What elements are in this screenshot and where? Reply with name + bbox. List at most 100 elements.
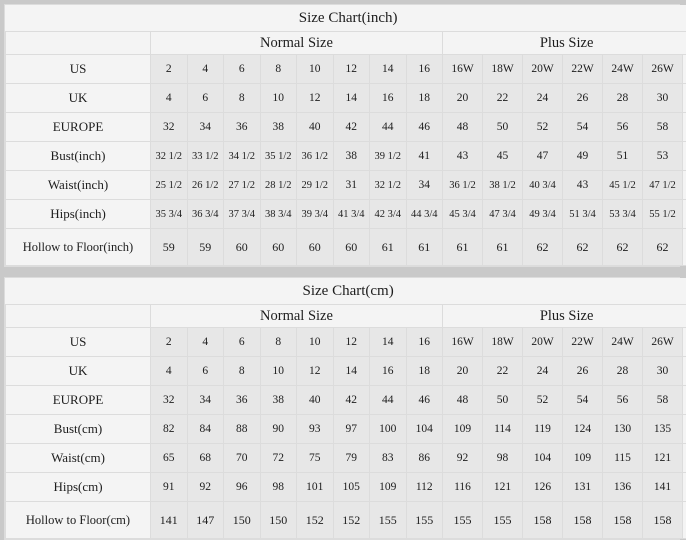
data-cell: 72 xyxy=(260,444,297,473)
data-cell: 121 xyxy=(483,473,523,502)
data-cell: 68 xyxy=(187,444,224,473)
data-cell: 141 xyxy=(151,502,188,539)
data-cell: 4 xyxy=(187,55,224,84)
data-cell: 52 xyxy=(523,386,563,415)
data-cell: 32 1/2 xyxy=(151,142,188,171)
data-cell: 104 xyxy=(406,415,443,444)
data-cell: 152 xyxy=(297,502,334,539)
row-label: Waist(inch) xyxy=(6,171,151,200)
data-cell: 42 3/4 xyxy=(370,200,407,229)
data-cell: 44 xyxy=(370,113,407,142)
data-cell: 60 xyxy=(297,229,334,266)
data-cell: 27 1/2 xyxy=(224,171,261,200)
data-cell: 150 xyxy=(224,502,261,539)
data-cell: 6 xyxy=(224,55,261,84)
data-cell: 116 xyxy=(443,473,483,502)
data-cell: 36 1/2 xyxy=(443,171,483,200)
row-label: EUROPE xyxy=(6,386,151,415)
data-cell: 16 xyxy=(370,84,407,113)
data-cell: 109 xyxy=(370,473,407,502)
data-cell: 58 xyxy=(643,386,683,415)
data-cell: 141 xyxy=(643,473,683,502)
row-filler xyxy=(683,473,686,502)
data-cell: 16W xyxy=(443,328,483,357)
data-cell: 56 xyxy=(603,113,643,142)
data-cell: 109 xyxy=(443,415,483,444)
data-cell: 20 xyxy=(443,84,483,113)
data-cell: 4 xyxy=(151,84,188,113)
data-cell: 8 xyxy=(260,328,297,357)
data-cell: 70 xyxy=(224,444,261,473)
data-cell: 6 xyxy=(224,328,261,357)
row-label: EUROPE xyxy=(6,113,151,142)
data-cell: 59 xyxy=(187,229,224,266)
data-cell: 62 xyxy=(603,229,643,266)
data-cell: 62 xyxy=(523,229,563,266)
data-cell: 38 xyxy=(333,142,370,171)
data-cell: 18W xyxy=(483,55,523,84)
chart-title: Size Chart(inch) xyxy=(6,5,686,32)
data-cell: 42 xyxy=(333,113,370,142)
data-cell: 28 xyxy=(603,84,643,113)
data-cell: 44 xyxy=(370,386,407,415)
data-cell: 131 xyxy=(563,473,603,502)
data-cell: 20 xyxy=(443,357,483,386)
data-cell: 105 xyxy=(333,473,370,502)
data-cell: 61 xyxy=(483,229,523,266)
data-cell: 92 xyxy=(187,473,224,502)
data-cell: 14 xyxy=(370,328,407,357)
data-cell: 12 xyxy=(333,328,370,357)
row-label: Bust(cm) xyxy=(6,415,151,444)
data-cell: 14 xyxy=(333,84,370,113)
data-cell: 98 xyxy=(483,444,523,473)
data-cell: 2 xyxy=(151,55,188,84)
data-cell: 98 xyxy=(260,473,297,502)
data-cell: 26 xyxy=(563,357,603,386)
row-filler xyxy=(683,328,686,357)
row-filler xyxy=(683,200,686,229)
data-cell: 56 xyxy=(603,386,643,415)
data-cell: 54 xyxy=(563,113,603,142)
data-cell: 26W xyxy=(643,328,683,357)
data-cell: 36 xyxy=(224,113,261,142)
data-cell: 38 3/4 xyxy=(260,200,297,229)
data-cell: 25 1/2 xyxy=(151,171,188,200)
data-cell: 75 xyxy=(297,444,334,473)
data-cell: 114 xyxy=(483,415,523,444)
data-cell: 10 xyxy=(260,357,297,386)
group-header-normal-size: Normal Size xyxy=(151,32,443,55)
data-cell: 14 xyxy=(333,357,370,386)
data-cell: 24 xyxy=(523,357,563,386)
data-cell: 36 xyxy=(224,386,261,415)
data-cell: 104 xyxy=(523,444,563,473)
data-cell: 4 xyxy=(151,357,188,386)
data-cell: 93 xyxy=(297,415,334,444)
data-cell: 155 xyxy=(443,502,483,539)
data-cell: 16 xyxy=(370,357,407,386)
data-cell: 36 3/4 xyxy=(187,200,224,229)
data-cell: 101 xyxy=(297,473,334,502)
group-header-corner xyxy=(6,305,151,328)
data-cell: 82 xyxy=(151,415,188,444)
data-cell: 49 xyxy=(563,142,603,171)
data-cell: 51 xyxy=(603,142,643,171)
data-cell: 38 xyxy=(260,113,297,142)
row-label: US xyxy=(6,328,151,357)
data-cell: 92 xyxy=(443,444,483,473)
row-filler xyxy=(683,444,686,473)
group-header-plus-size: Plus Size xyxy=(443,32,686,55)
data-cell: 61 xyxy=(370,229,407,266)
data-cell: 10 xyxy=(260,84,297,113)
data-cell: 43 xyxy=(443,142,483,171)
data-cell: 16W xyxy=(443,55,483,84)
data-cell: 14 xyxy=(370,55,407,84)
